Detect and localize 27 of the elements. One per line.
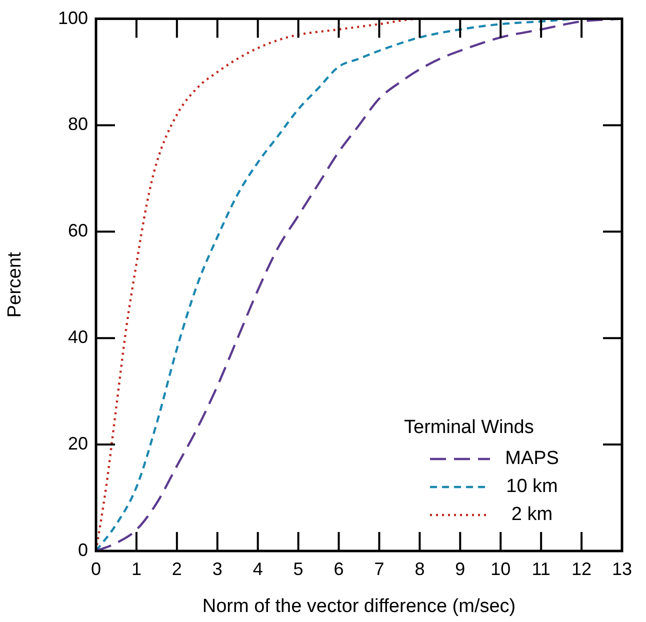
legend-label: 10 km bbox=[506, 476, 558, 498]
x-tick-label: 9 bbox=[455, 558, 466, 579]
x-tick-label: 2 bbox=[172, 558, 182, 579]
x-tick-label: 8 bbox=[414, 558, 425, 579]
line-series bbox=[96, 18, 622, 551]
y-tick-label: 100 bbox=[58, 8, 88, 28]
x-tick-label: 4 bbox=[252, 558, 263, 579]
x-tick-label: 5 bbox=[293, 558, 304, 579]
x-tick-label: 7 bbox=[374, 558, 384, 579]
legend-label: MAPS bbox=[505, 448, 559, 470]
y-tick-label: 0 bbox=[78, 540, 88, 560]
x-tick-label: 6 bbox=[334, 558, 344, 579]
x-tick-label: 10 bbox=[490, 558, 511, 579]
y-tick-label: 40 bbox=[68, 327, 88, 348]
x-tick-label: 13 bbox=[612, 558, 632, 579]
x-tick-label: 12 bbox=[572, 558, 592, 579]
x-tick-label: 0 bbox=[90, 558, 102, 579]
y-axis-title: Percent bbox=[4, 251, 26, 318]
x-tick-label: 3 bbox=[212, 558, 222, 579]
legend-title: Terminal Winds bbox=[404, 417, 534, 438]
x-tick-label: 1 bbox=[131, 558, 142, 579]
legend-label: 2 km bbox=[511, 504, 553, 526]
y-tick-label: 20 bbox=[68, 434, 88, 454]
x-tick-label: 11 bbox=[532, 558, 550, 579]
x-axis-title: Norm of the vector difference (m/sec) bbox=[202, 596, 516, 617]
y-tick-label: 60 bbox=[68, 220, 88, 241]
y-tick-label: 80 bbox=[68, 114, 88, 134]
